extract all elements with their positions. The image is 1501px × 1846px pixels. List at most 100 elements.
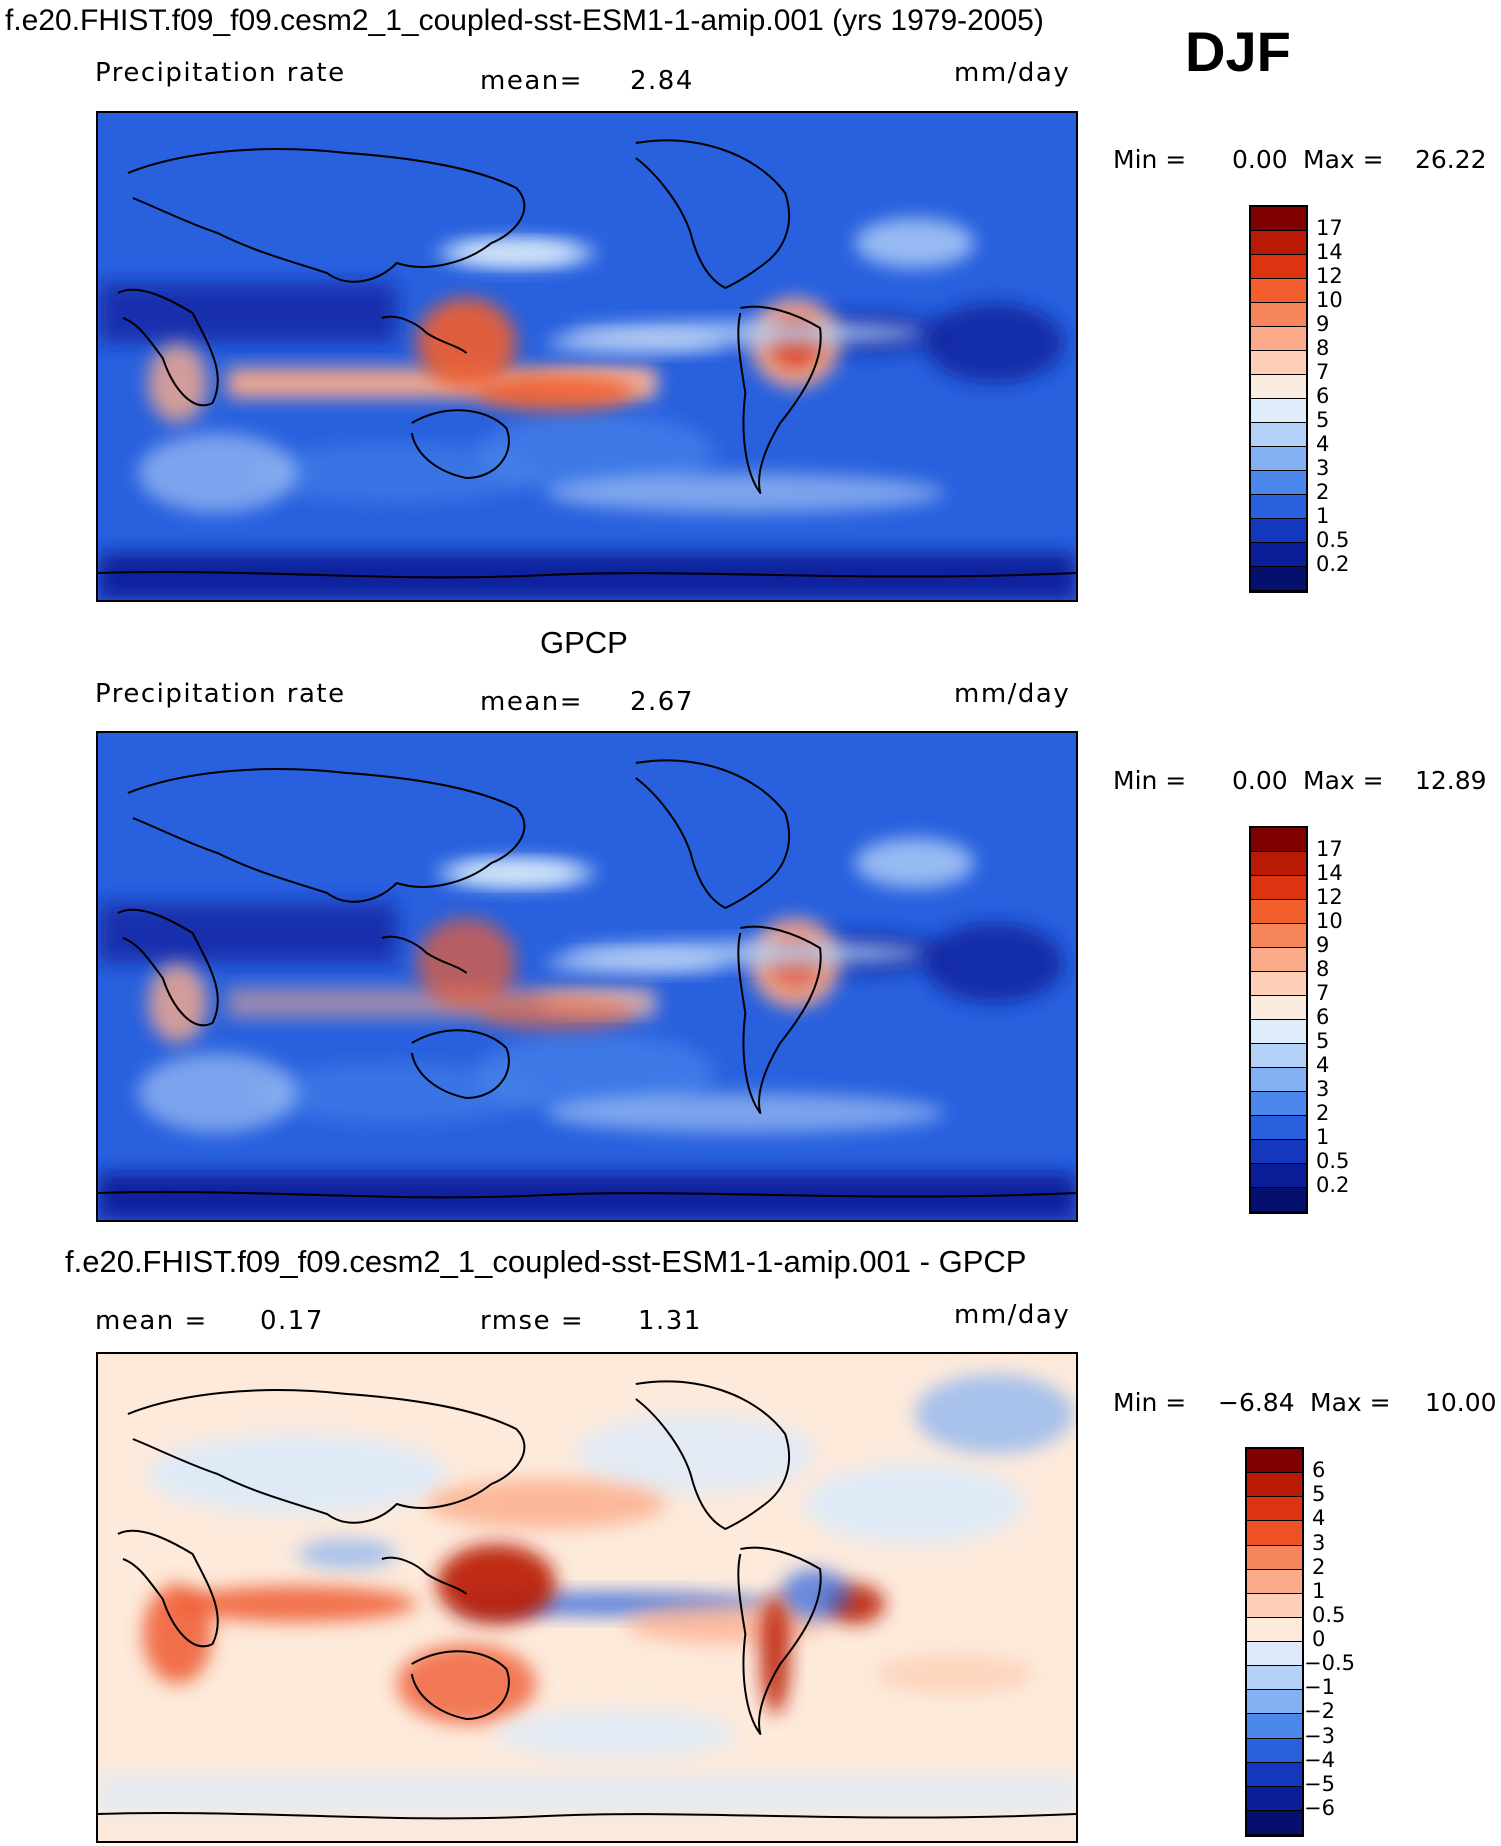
field-blob bbox=[476, 375, 636, 411]
colorbar-tick-label: −1 bbox=[1304, 1675, 1335, 1700]
colorbar-tick-label: −5 bbox=[1304, 1771, 1335, 1796]
field-blob bbox=[546, 1093, 945, 1133]
field-blob bbox=[496, 1709, 736, 1759]
panel3-map bbox=[96, 1352, 1078, 1843]
colorbar-tick-label: 12 bbox=[1316, 885, 1343, 909]
southern-africa bbox=[147, 343, 208, 423]
coastline-north-america bbox=[635, 759, 791, 909]
colorbar-segment bbox=[1247, 1666, 1302, 1691]
field-blob bbox=[177, 1586, 417, 1622]
colorbar-tick-label: 0.5 bbox=[1316, 1149, 1350, 1173]
colorbar-tick-label: 10 bbox=[1316, 288, 1343, 312]
panel2-max-label: Max = bbox=[1303, 766, 1384, 795]
colorbar-tick-label: 3 bbox=[1312, 1530, 1326, 1555]
coastline-north-america bbox=[635, 139, 791, 289]
colorbar-segment bbox=[1247, 1786, 1302, 1811]
colorbar-segment bbox=[1251, 495, 1306, 519]
coastline-north-america bbox=[635, 1380, 791, 1530]
colorbar-segment bbox=[1251, 1020, 1306, 1044]
panel2-units: mm/day bbox=[954, 679, 1071, 709]
field-blob bbox=[396, 1644, 537, 1724]
colorbar-segment bbox=[1247, 1497, 1302, 1522]
colorbar-segment bbox=[1251, 852, 1306, 876]
colorbar-tick-label: 5 bbox=[1316, 1029, 1330, 1053]
colorbar-segment bbox=[1251, 231, 1306, 255]
field-blob bbox=[476, 413, 716, 493]
colorbar-tick-label: 1 bbox=[1316, 504, 1330, 528]
field-blob bbox=[257, 1063, 537, 1123]
colorbar-segment bbox=[1251, 399, 1306, 423]
colorbar-segment bbox=[1247, 1642, 1302, 1667]
colorbar-segment bbox=[1251, 375, 1306, 399]
map-field bbox=[98, 113, 1076, 600]
colorbar-tick-label: 12 bbox=[1316, 264, 1343, 288]
panel3-title: f.e20.FHIST.f09_f09.cesm2_1_coupled-sst-… bbox=[65, 1244, 1027, 1279]
field-blob bbox=[546, 953, 726, 973]
colorbar-tick-label: 9 bbox=[1316, 933, 1330, 957]
colorbar-segment bbox=[1251, 351, 1306, 375]
field-blob bbox=[476, 1033, 716, 1113]
panel2-min-value: 0.00 bbox=[1232, 766, 1288, 795]
colorbar-segment bbox=[1251, 828, 1306, 852]
colorbar-tick-label: −4 bbox=[1304, 1747, 1335, 1772]
colorbar-segment bbox=[1251, 255, 1306, 279]
colorbar-segment bbox=[1247, 1521, 1302, 1546]
colorbar-tick-label: 17 bbox=[1316, 837, 1343, 861]
colorbar-tick-label: 5 bbox=[1312, 1482, 1326, 1507]
colorbar-tick-label: −3 bbox=[1304, 1723, 1335, 1748]
panel3-colorbar bbox=[1245, 1447, 1304, 1837]
panel3-rmse-value: 1.31 bbox=[638, 1306, 702, 1336]
field-blob bbox=[546, 333, 726, 353]
colorbar-segment bbox=[1247, 1449, 1302, 1474]
panel1-min-value: 0.00 bbox=[1232, 145, 1288, 174]
field-blob bbox=[546, 473, 945, 513]
colorbar-segment bbox=[1247, 1545, 1302, 1570]
panel3-max-value: 10.00 bbox=[1425, 1388, 1497, 1417]
colorbar-segment bbox=[1251, 1044, 1306, 1068]
colorbar-segment bbox=[1251, 519, 1306, 543]
panel1-mean-label: mean= bbox=[480, 66, 584, 96]
panel3-min-value: −6.84 bbox=[1218, 1388, 1295, 1417]
panel2-mean-label: mean= bbox=[480, 687, 584, 717]
colorbar-tick-label: −2 bbox=[1304, 1699, 1335, 1724]
colorbar-segment bbox=[1251, 303, 1306, 327]
colorbar-tick-label: 2 bbox=[1316, 480, 1330, 504]
colorbar-tick-label: 5 bbox=[1316, 408, 1330, 432]
colorbar-segment bbox=[1251, 471, 1306, 495]
colorbar-segment bbox=[1251, 279, 1306, 303]
field-blob bbox=[854, 838, 975, 888]
colorbar-tick-label: 14 bbox=[1316, 861, 1343, 885]
colorbar-tick-label: 4 bbox=[1312, 1506, 1326, 1531]
field-blob bbox=[805, 1464, 1025, 1544]
colorbar-tick-label: 3 bbox=[1316, 1077, 1330, 1101]
panel3-rmse-label: rmse = bbox=[480, 1306, 585, 1336]
panel2-colorbar bbox=[1249, 826, 1308, 1214]
southern-africa bbox=[147, 963, 208, 1043]
map-field bbox=[98, 1354, 1076, 1841]
colorbar-tick-label: 0.2 bbox=[1316, 1173, 1350, 1197]
field-blob bbox=[142, 1584, 213, 1684]
season-label: DJF bbox=[1185, 20, 1291, 83]
colorbar-tick-label: 8 bbox=[1316, 336, 1330, 360]
field-blob bbox=[924, 923, 1065, 1003]
colorbar-tick-label: −0.5 bbox=[1304, 1651, 1355, 1676]
colorbar-tick-label: 0 bbox=[1312, 1627, 1326, 1651]
colorbar-segment bbox=[1251, 1116, 1306, 1140]
colorbar-tick-label: 14 bbox=[1316, 240, 1343, 264]
panel3-min-label: Min = bbox=[1113, 1388, 1187, 1417]
panel1-max-label: Max = bbox=[1303, 145, 1384, 174]
panel3-mean-label: mean = bbox=[95, 1306, 208, 1336]
colorbar-tick-label: 7 bbox=[1316, 981, 1330, 1005]
coastline-eurasia bbox=[127, 768, 526, 903]
colorbar-segment bbox=[1251, 996, 1306, 1020]
coastline-australia bbox=[410, 409, 510, 479]
colorbar-tick-label: 1 bbox=[1312, 1578, 1326, 1603]
field-blob bbox=[760, 1594, 791, 1714]
coastline-australia bbox=[410, 1650, 510, 1720]
field-blob bbox=[297, 1539, 397, 1569]
colorbar-segment bbox=[1251, 1068, 1306, 1092]
panel2-min-label: Min = bbox=[1113, 766, 1187, 795]
colorbar-tick-label: 6 bbox=[1316, 1005, 1330, 1029]
colorbar-segment bbox=[1251, 423, 1306, 447]
colorbar-tick-label: 6 bbox=[1316, 384, 1330, 408]
